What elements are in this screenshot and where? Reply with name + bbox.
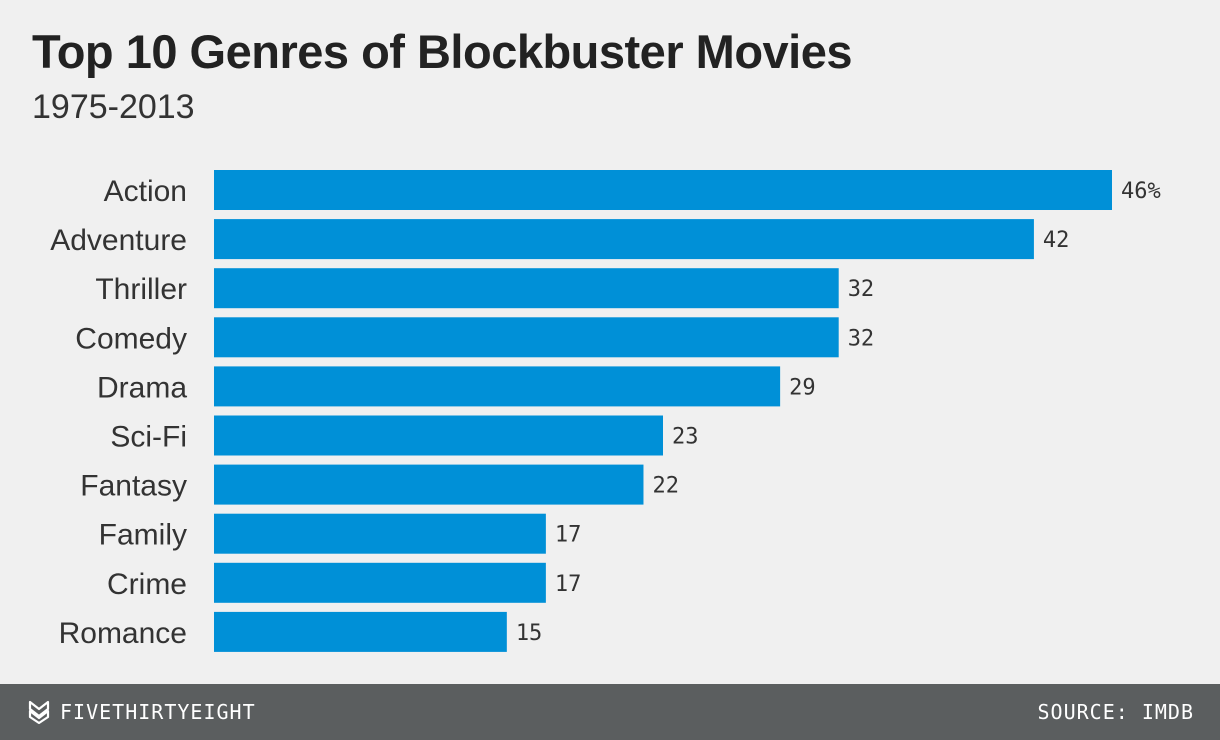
fivethirtyeight-logo-icon <box>28 700 50 725</box>
category-label: Sci-Fi <box>110 421 187 454</box>
bar <box>214 219 1034 260</box>
bar-row-fantasy: Fantasy 22 <box>80 464 679 505</box>
bar-row-action: Action 46% <box>104 170 1161 210</box>
brand-name: FIVETHIRTYEIGHT <box>60 700 256 724</box>
value-label: 22 <box>652 474 679 499</box>
category-label: Comedy <box>75 322 187 355</box>
category-label: Romance <box>59 617 187 650</box>
value-label: 17 <box>555 572 582 597</box>
footer-bar: FIVETHIRTYEIGHT SOURCE: IMDB <box>0 684 1220 740</box>
bar-chart: Action 46% Adventure 42 Thriller 32 Comedy 32 Dr… <box>50 170 1161 652</box>
bar-row-thriller: Thriller 32 <box>95 268 875 309</box>
category-label: Thriller <box>95 273 187 306</box>
source-label: SOURCE: IMDB <box>1037 700 1194 724</box>
chart-subtitle: 1975-2013 <box>32 88 195 126</box>
brand: FIVETHIRTYEIGHT <box>28 700 256 725</box>
category-label: Action <box>104 175 187 208</box>
bar-row-sci-fi: Sci-Fi 23 <box>110 415 699 456</box>
category-label: Family <box>99 519 187 552</box>
bar <box>214 170 1112 210</box>
bar-row-crime: Crime 17 <box>107 562 582 603</box>
value-label: 46% <box>1121 179 1161 204</box>
bar <box>214 611 507 652</box>
bar-row-adventure: Adventure 42 <box>50 219 1070 260</box>
chart-title: Top 10 Genres of Blockbuster Movies <box>32 25 853 78</box>
value-label: 15 <box>516 621 543 646</box>
value-label: 32 <box>848 277 875 302</box>
bar <box>214 415 663 456</box>
bar-row-romance: Romance 15 <box>59 611 543 652</box>
bar <box>214 562 546 603</box>
bar <box>214 464 644 505</box>
bar-row-comedy: Comedy 32 <box>75 317 875 358</box>
value-label: 42 <box>1043 228 1070 253</box>
value-label: 23 <box>672 425 699 450</box>
bar <box>214 268 839 309</box>
category-label: Adventure <box>50 224 187 257</box>
bar-row-drama: Drama 29 <box>97 366 816 407</box>
bar <box>214 317 839 358</box>
category-label: Fantasy <box>80 470 187 503</box>
value-label: 17 <box>555 523 582 548</box>
value-label: 29 <box>789 375 816 400</box>
bar <box>214 366 781 407</box>
category-label: Drama <box>97 371 187 404</box>
value-label: 32 <box>848 326 875 351</box>
bar <box>214 513 546 554</box>
category-label: Crime <box>107 568 187 601</box>
bar-row-family: Family 17 <box>99 513 582 554</box>
